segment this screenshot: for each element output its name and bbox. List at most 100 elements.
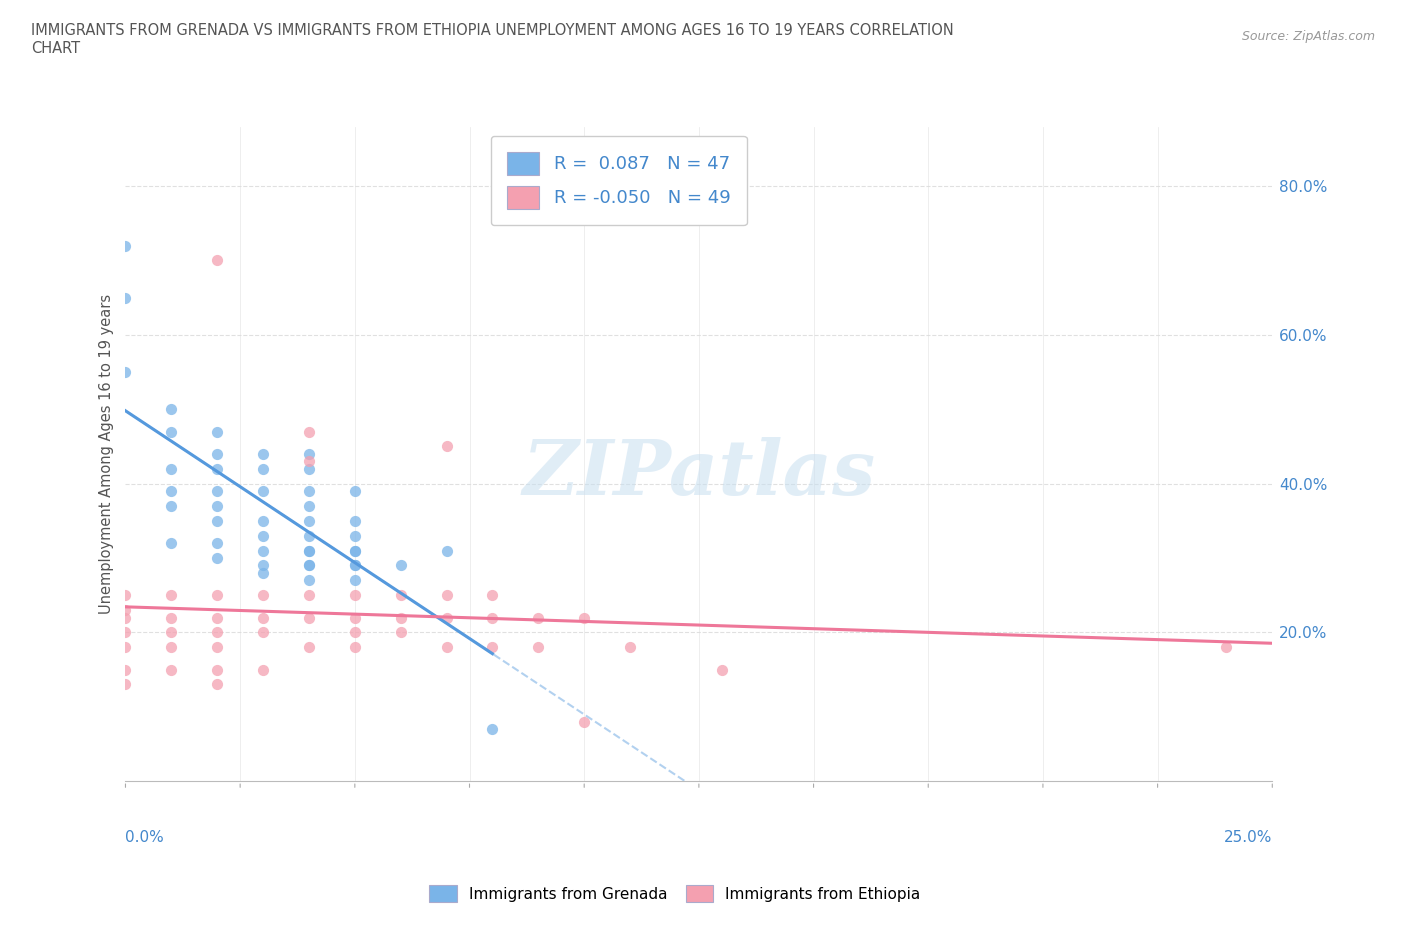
Point (389, 588, 412, 603)
Point (481, 610, 503, 625)
Point (252, 610, 274, 625)
Text: Source: ZipAtlas.com: Source: ZipAtlas.com (1241, 30, 1375, 43)
Point (205, 640, 228, 655)
Point (298, 513, 321, 528)
Point (205, 484, 228, 498)
Point (710, 662, 733, 677)
Point (343, 558, 366, 573)
Point (114, 625, 136, 640)
Point (298, 558, 321, 573)
Text: 0.0%: 0.0% (125, 830, 165, 845)
Point (114, 588, 136, 603)
Point (205, 536, 228, 551)
Point (205, 446, 228, 461)
Point (160, 610, 183, 625)
Point (114, 662, 136, 677)
Point (205, 625, 228, 640)
Point (205, 513, 228, 528)
Point (389, 625, 412, 640)
Point (343, 513, 366, 528)
Point (205, 498, 228, 513)
Text: 25.0%: 25.0% (1223, 830, 1272, 845)
Point (481, 588, 503, 603)
Y-axis label: Unemployment Among Ages 16 to 19 years: Unemployment Among Ages 16 to 19 years (100, 294, 114, 614)
Point (252, 446, 274, 461)
Point (114, 610, 136, 625)
Point (1215, 640, 1237, 655)
Point (252, 461, 274, 476)
Point (298, 424, 321, 439)
Point (114, 677, 136, 692)
Point (160, 662, 183, 677)
Point (160, 536, 183, 551)
Point (205, 610, 228, 625)
Point (160, 484, 183, 498)
Point (436, 439, 458, 454)
Point (252, 625, 274, 640)
Text: ZIPatlas: ZIPatlas (522, 436, 876, 511)
Point (252, 588, 274, 603)
Legend: R =  0.087   N = 47, R = -0.050   N = 49: R = 0.087 N = 47, R = -0.050 N = 49 (491, 136, 747, 225)
Point (343, 588, 366, 603)
Point (252, 484, 274, 498)
Point (298, 610, 321, 625)
Point (436, 543, 458, 558)
Point (527, 610, 550, 625)
Point (252, 528, 274, 543)
Point (481, 722, 503, 737)
Point (298, 484, 321, 498)
Point (205, 461, 228, 476)
Point (343, 640, 366, 655)
Point (574, 714, 596, 729)
Point (160, 424, 183, 439)
Point (205, 424, 228, 439)
Point (160, 588, 183, 603)
Point (298, 461, 321, 476)
Point (298, 528, 321, 543)
Point (389, 610, 412, 625)
Point (205, 551, 228, 565)
Point (298, 454, 321, 469)
Point (343, 558, 366, 573)
Point (160, 640, 183, 655)
Point (481, 640, 503, 655)
Point (343, 543, 366, 558)
Point (252, 558, 274, 573)
Point (343, 625, 366, 640)
Point (205, 677, 228, 692)
Point (619, 640, 641, 655)
Point (205, 662, 228, 677)
Point (114, 640, 136, 655)
Legend: Immigrants from Grenada, Immigrants from Ethiopia: Immigrants from Grenada, Immigrants from… (423, 879, 927, 909)
Point (298, 446, 321, 461)
Point (160, 461, 183, 476)
Point (343, 573, 366, 588)
Point (298, 543, 321, 558)
Point (160, 498, 183, 513)
Point (343, 484, 366, 498)
Point (114, 365, 136, 379)
Point (298, 573, 321, 588)
Point (252, 662, 274, 677)
Point (343, 528, 366, 543)
Point (436, 640, 458, 655)
Point (252, 543, 274, 558)
Point (343, 543, 366, 558)
Point (389, 558, 412, 573)
Point (343, 610, 366, 625)
Point (298, 558, 321, 573)
Point (252, 513, 274, 528)
Point (298, 543, 321, 558)
Point (574, 610, 596, 625)
Point (160, 625, 183, 640)
Point (436, 610, 458, 625)
Point (436, 588, 458, 603)
Point (114, 238, 136, 253)
Point (298, 588, 321, 603)
Point (114, 603, 136, 618)
Point (205, 253, 228, 268)
Point (252, 565, 274, 580)
Point (114, 290, 136, 305)
Point (160, 402, 183, 417)
Point (298, 640, 321, 655)
